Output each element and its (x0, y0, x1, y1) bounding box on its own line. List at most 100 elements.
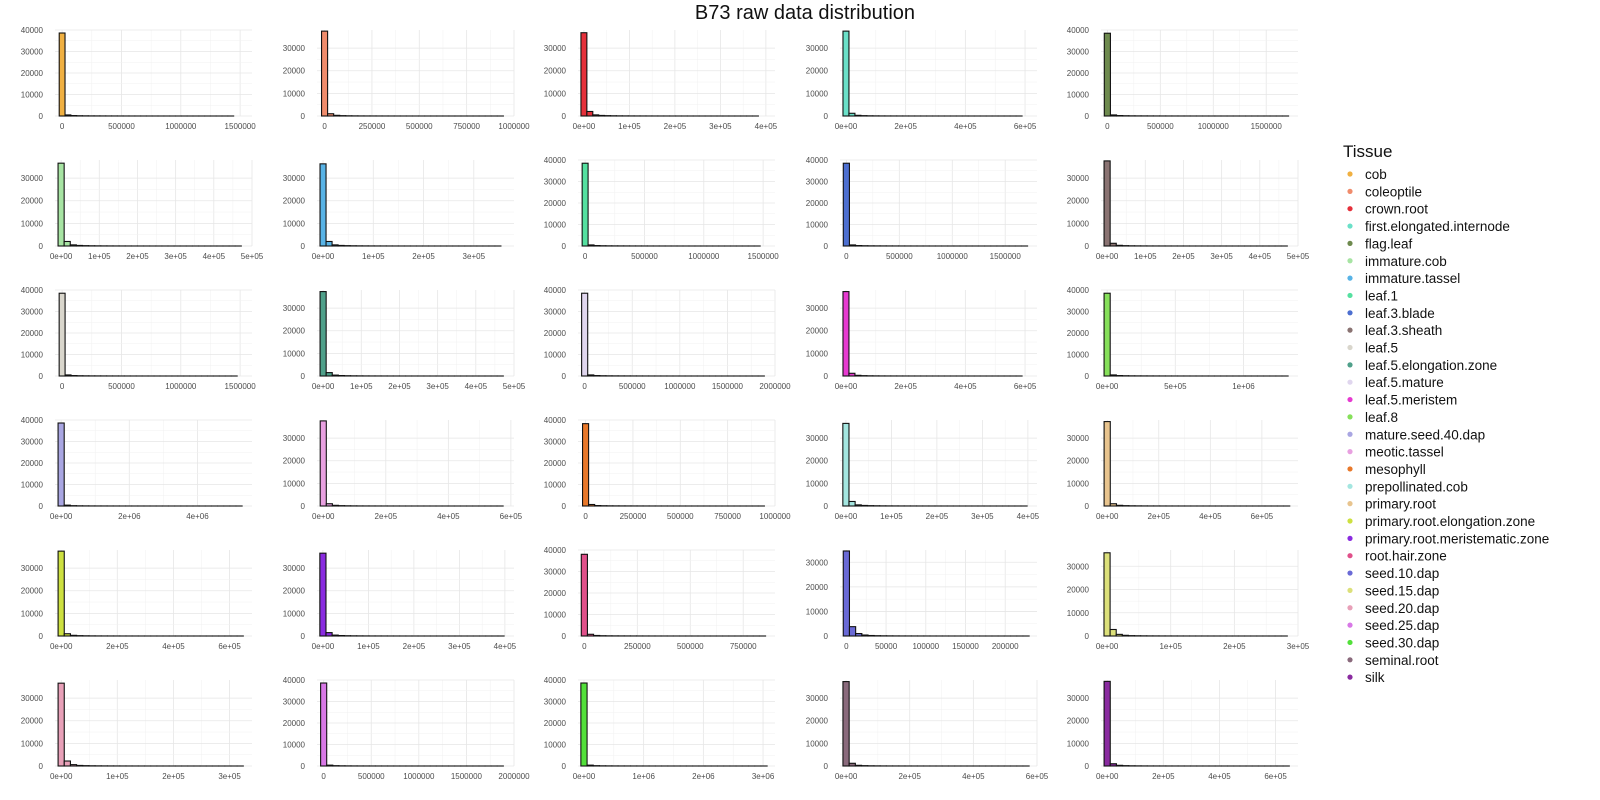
x-tick-label-immature-cob-4: 4e+05 (203, 252, 226, 261)
y-tick-label-root-hair-zone-2: 20000 (544, 589, 567, 598)
x-tick-label-crown-root-2: 2e+05 (664, 122, 687, 131)
x-tick-label-primary-root-0: 0e+00 (1096, 512, 1119, 521)
x-tick-label-seed-25-dap-2: 1000000 (403, 772, 435, 781)
x-tick-label-seed-25-dap-0: 0 (321, 772, 326, 781)
y-tick-label-mesophyll-3: 30000 (544, 438, 567, 447)
bar-seminal-root-2 (854, 764, 863, 767)
panel-leaf-5-elongation-zone: 0e+00 1e+05 2e+05 3e+05 4e+05 5e+05 0 10000 2000… (283, 290, 526, 391)
bar-leaf-3-sheath-0 (1103, 160, 1111, 247)
x-tick-label-crown-root-4: 4e+05 (755, 122, 778, 131)
x-tick-label-seed-25-dap-1: 500000 (358, 772, 385, 781)
panel-silk: 0e+00 2e+05 4e+05 6e+05 0 10000 20000 30000 (1067, 680, 1298, 781)
y-tick-label-silk-3: 30000 (1067, 694, 1090, 703)
y-tick-label-primary-root-elongation-zone-0: 0 (39, 632, 44, 641)
y-tick-label-crown-root-3: 30000 (544, 44, 567, 53)
x-tick-label-first-elongated-internode-0: 0e+00 (835, 122, 858, 131)
y-tick-label-cob-2: 20000 (21, 69, 44, 78)
x-tick-label-prepollinated-cob-2: 2e+05 (926, 512, 949, 521)
y-tick-label-immature-cob-0: 0 (39, 242, 44, 251)
x-tick-label-mesophyll-0: 0 (583, 512, 588, 521)
x-tick-label-mesophyll-4: 1000000 (759, 512, 791, 521)
legend-swatch-leaf-3-blade (1347, 310, 1353, 316)
bar-leaf-1-1 (587, 244, 595, 247)
panel-coleoptile: 0 250000 500000 750000 1000000 0 10000 20000 300… (283, 30, 530, 131)
legend-label-leaf-5-elongation-zone: leaf.5.elongation.zone (1365, 358, 1497, 373)
x-tick-label-coleoptile-2: 500000 (406, 122, 433, 131)
legend-label-seed-15-dap: seed.15.dap (1365, 583, 1439, 598)
legend-label-primary-root-elongation-zone: primary.root.elongation.zone (1365, 514, 1535, 529)
x-tick-label-meotic-tassel-2: 4e+05 (437, 512, 460, 521)
x-tick-label-primary-root-meristematic-zone-0: 0e+00 (312, 642, 335, 651)
legend-swatch-immature-tassel (1347, 275, 1353, 281)
bar-root-hair-zone-1 (586, 633, 595, 637)
x-tick-label-prepollinated-cob-0: 0e+00 (835, 512, 858, 521)
bar-flag-leaf-1 (1109, 114, 1118, 117)
bar-seed-10-dap-0 (842, 550, 851, 637)
y-tick-label-seed-20-dap-2: 20000 (21, 717, 44, 726)
x-tick-label-flag-leaf-0: 0 (1105, 122, 1110, 131)
legend-label-prepollinated-cob: prepollinated.cob (1365, 479, 1468, 494)
y-tick-label-immature-tassel-3: 30000 (283, 174, 306, 183)
bar-meotic-tassel-2 (331, 504, 340, 507)
bar-primary-root-1 (1109, 503, 1118, 507)
panel-root-hair-zone: 0 250000 500000 750000 0 10000 20000 30000 40000 (544, 546, 775, 651)
bar-coleoptile-2 (333, 114, 341, 117)
bar-prepollinated-cob-0 (842, 422, 850, 507)
x-tick-label-leaf-5-elongation-zone-5: 5e+05 (503, 382, 526, 391)
panel-leaf-1: 0 500000 1000000 1500000 0 10000 20000 30000 400… (544, 156, 779, 261)
x-tick-label-leaf-1-0: 0 (583, 252, 588, 261)
panel-primary-root-elongation-zone: 0e+00 2e+05 4e+05 6e+05 0 10000 20000 30000 (21, 550, 252, 651)
y-tick-label-leaf-5-1: 10000 (21, 351, 44, 360)
y-tick-label-seed-20-dap-3: 30000 (21, 694, 44, 703)
y-tick-label-leaf-5-mature-2: 20000 (544, 329, 567, 338)
x-tick-label-leaf-5-mature-3: 1500000 (712, 382, 744, 391)
y-tick-label-meotic-tassel-0: 0 (301, 502, 306, 511)
legend-label-seed-10-dap: seed.10.dap (1365, 566, 1439, 581)
bar-leaf-5-meristem-2 (854, 374, 862, 377)
x-tick-label-immature-cob-2: 2e+05 (126, 252, 149, 261)
x-tick-label-leaf-5-0: 0 (60, 382, 65, 391)
y-tick-label-mature-seed-40-dap-0: 0 (39, 502, 44, 511)
bar-root-hair-zone-2 (593, 634, 601, 637)
y-tick-label-root-hair-zone-4: 40000 (544, 546, 567, 555)
x-tick-label-cob-0: 0 (60, 122, 65, 131)
panel-grid: 0 500000 1000000 15000000100002000030000400… (21, 26, 1310, 781)
legend-swatch-prepollinated-cob (1347, 483, 1353, 489)
legend-swatch-mesophyll (1347, 466, 1353, 472)
y-tick-label-seminal-root-3: 30000 (806, 694, 829, 703)
y-tick-label-cob-0: 0 (39, 112, 44, 121)
x-tick-label-crown-root-3: 3e+05 (709, 122, 732, 131)
panel-seminal-root: 0e+00 2e+05 4e+05 6e+05 0 10000 20000 30000 (806, 680, 1049, 781)
x-tick-label-meotic-tassel-0: 0e+00 (312, 512, 335, 521)
y-tick-label-seminal-root-1: 10000 (806, 739, 829, 748)
bar-meotic-tassel-1 (325, 503, 333, 507)
bar-seed-15-dap-2 (1115, 633, 1123, 637)
legend-label-coleoptile: coleoptile (1365, 184, 1422, 199)
bar-flag-leaf-0 (1103, 32, 1111, 117)
y-tick-label-leaf-3-blade-3: 30000 (806, 178, 829, 187)
x-tick-label-leaf-3-sheath-0: 0e+00 (1096, 252, 1119, 261)
bar-seed-15-dap-3 (1121, 634, 1129, 637)
x-tick-label-seed-30-dap-2: 2e+06 (692, 772, 715, 781)
y-tick-label-leaf-3-blade-1: 10000 (806, 221, 829, 230)
y-tick-label-seed-15-dap-0: 0 (1085, 632, 1090, 641)
bar-mature-seed-40-dap-0 (57, 422, 65, 507)
bar-leaf-5-meristem-1 (848, 372, 856, 377)
y-tick-label-leaf-3-blade-4: 40000 (806, 156, 829, 165)
x-tick-label-seed-25-dap-4: 2000000 (498, 772, 530, 781)
x-tick-label-leaf-5-3: 1500000 (225, 382, 257, 391)
legend-swatch-root-hair-zone (1347, 553, 1353, 559)
bar-mesophyll-0 (581, 423, 590, 507)
y-tick-label-flag-leaf-1: 10000 (1067, 91, 1090, 100)
x-tick-label-seminal-root-0: 0e+00 (835, 772, 858, 781)
bar-primary-root-elongation-zone-0 (57, 550, 65, 637)
panel-mature-seed-40-dap: 0e+00 2e+06 4e+06 0 10000 20000 30000 40000 (21, 416, 252, 521)
y-tick-label-leaf-3-sheath-1: 10000 (1067, 219, 1090, 228)
x-tick-label-seminal-root-2: 4e+05 (962, 772, 985, 781)
bar-primary-root-elongation-zone-1 (63, 633, 71, 637)
panel-mesophyll: 0 250000 500000 750000 1000000 0 10000 20000 300… (544, 416, 791, 521)
panel-primary-root: 0e+00 2e+05 4e+05 6e+05 0 10000 20000 30000 (1067, 420, 1298, 521)
bar-immature-cob-3 (75, 244, 84, 247)
x-tick-label-seed-10-dap-3: 150000 (952, 642, 979, 651)
x-tick-label-primary-root-meristematic-zone-4: 4e+05 (494, 642, 517, 651)
